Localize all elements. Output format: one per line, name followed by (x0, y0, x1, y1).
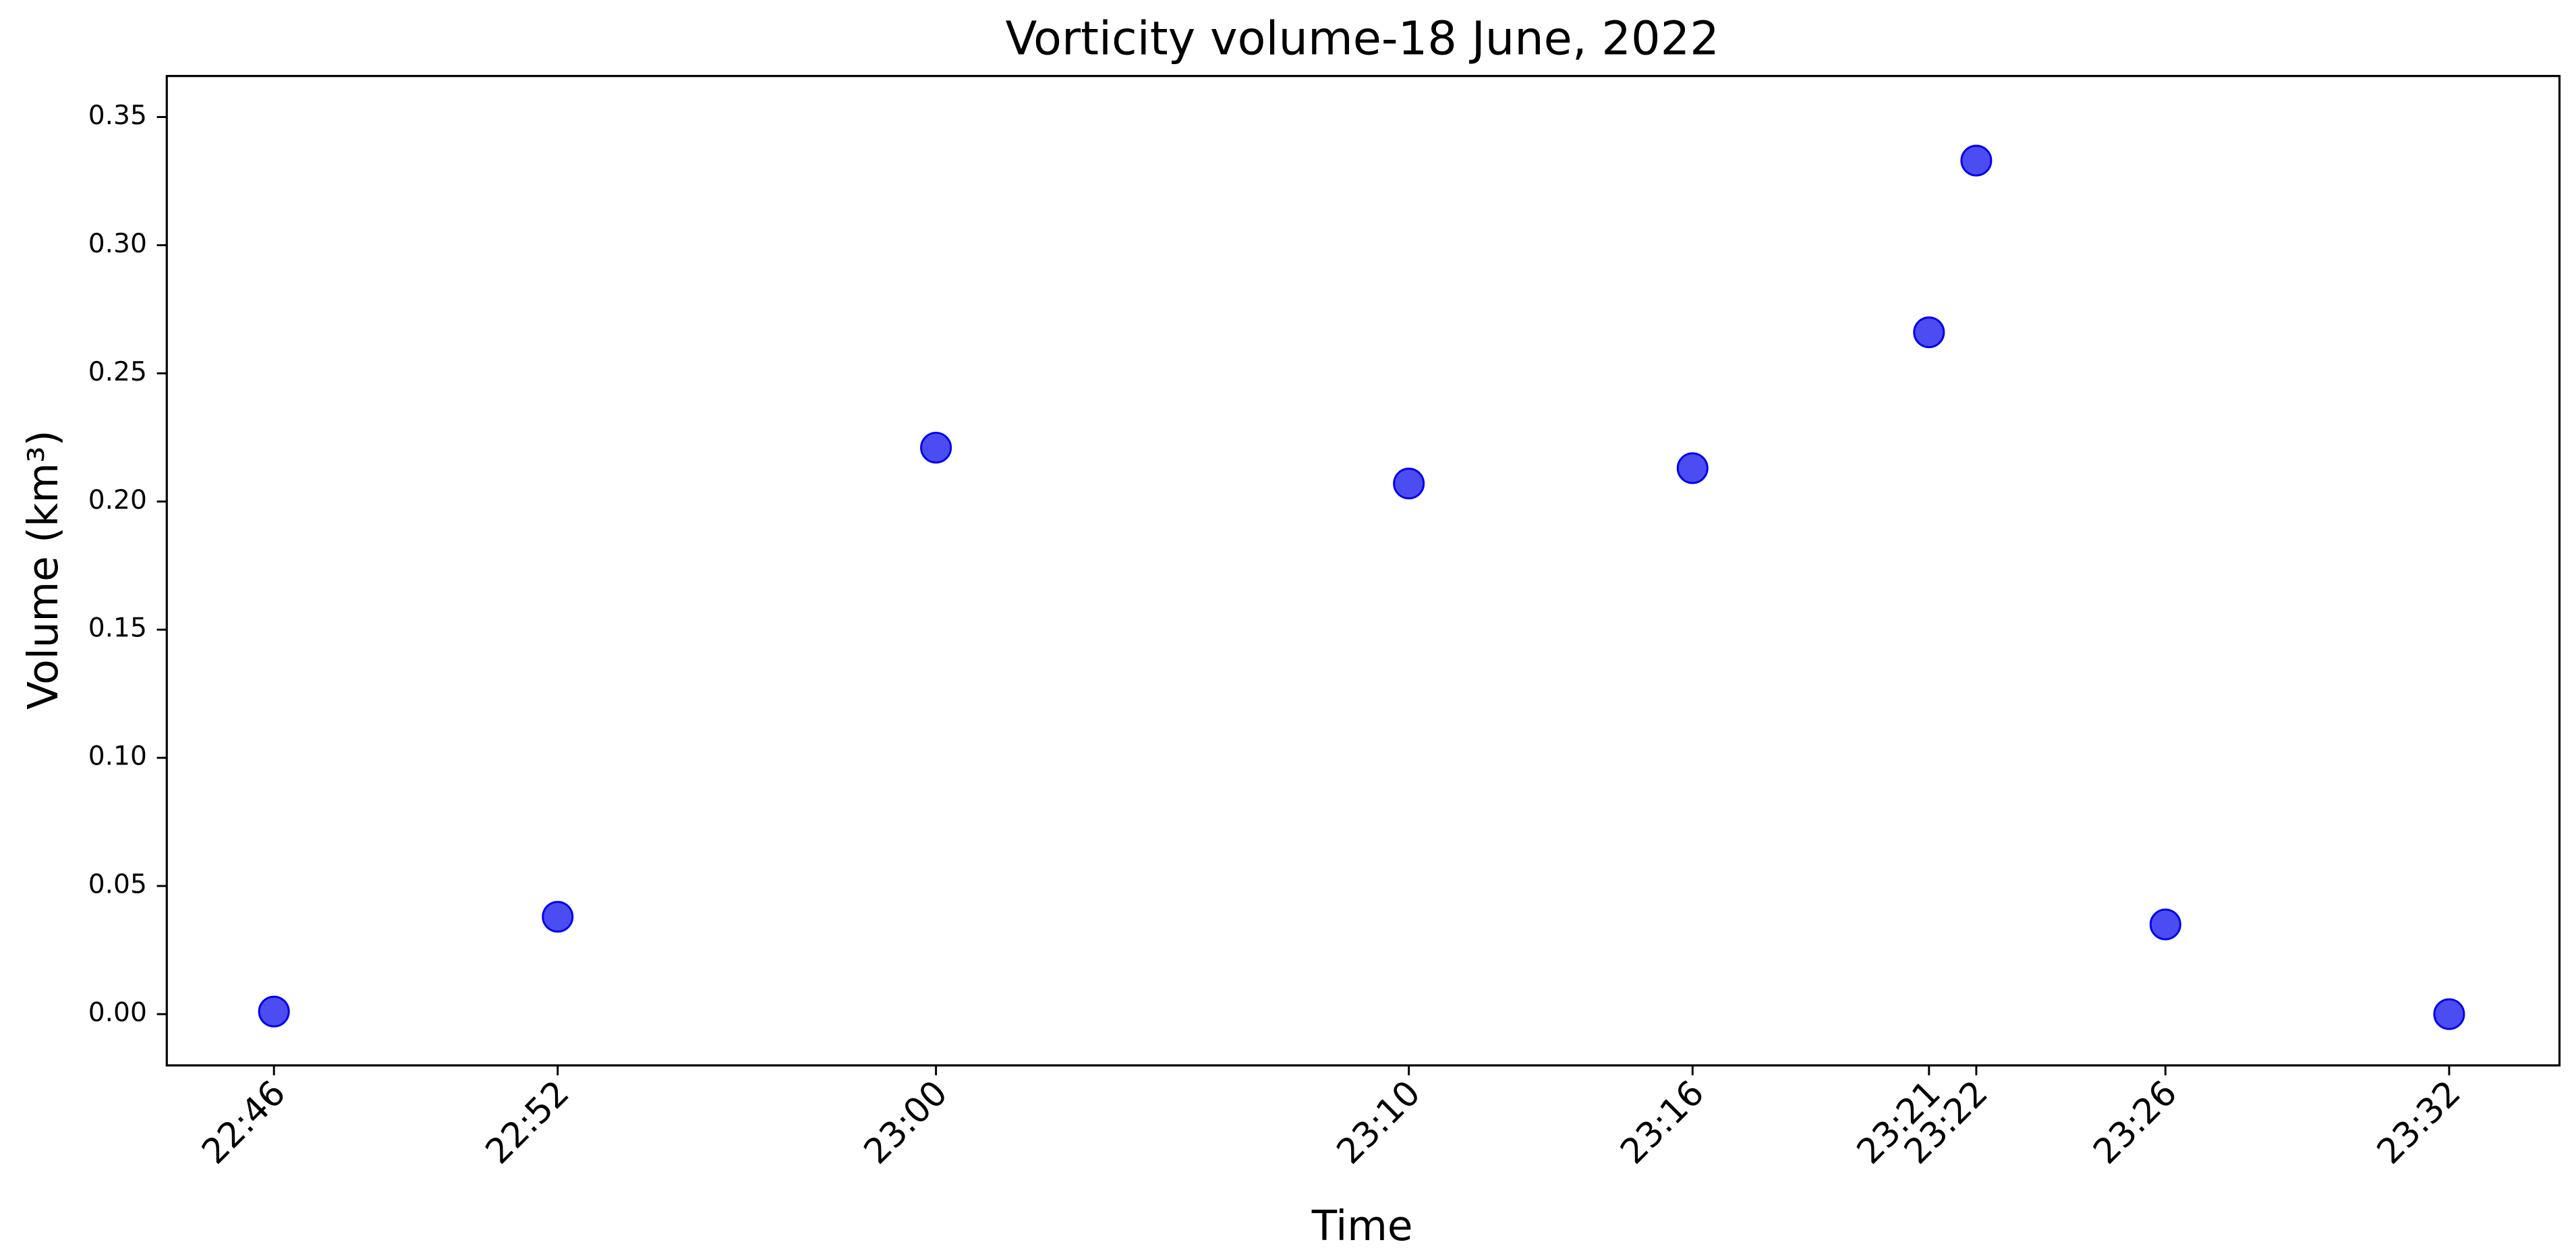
data-point (1960, 144, 1993, 177)
plot-frame (165, 75, 2561, 1067)
y-tick-label: 0.05 (88, 870, 147, 900)
x-tick-label: 23:26 (2086, 1073, 2185, 1172)
x-axis-label: Time (1311, 1202, 1413, 1250)
chart-title: Vorticity volume-18 June, 2022 (1005, 11, 1719, 65)
y-tick-label: 0.00 (88, 998, 147, 1028)
data-point (2433, 998, 2465, 1030)
x-tick-label: 23:00 (856, 1073, 955, 1172)
y-tick-label: 0.35 (88, 101, 147, 131)
data-point (1913, 316, 1945, 349)
data-point (258, 995, 290, 1028)
x-tick-label: 23:32 (2370, 1073, 2469, 1172)
x-tick-label: 23:16 (1613, 1073, 1712, 1172)
y-tick-label: 0.30 (88, 229, 147, 259)
y-tick-label: 0.25 (88, 357, 147, 387)
y-tick-label: 0.15 (88, 613, 147, 644)
data-point (1393, 468, 1425, 500)
data-point (542, 901, 574, 933)
data-point (920, 431, 952, 464)
data-point (2149, 908, 2181, 941)
x-tick-label: 22:52 (478, 1073, 577, 1172)
y-tick-label: 0.10 (88, 742, 147, 772)
x-tick-label: 23:10 (1329, 1073, 1428, 1172)
y-tick-label: 0.20 (88, 485, 147, 515)
data-point (1676, 452, 1709, 484)
y-axis-label: Volume (km³) (20, 430, 67, 709)
x-tick-label: 22:46 (194, 1073, 293, 1172)
